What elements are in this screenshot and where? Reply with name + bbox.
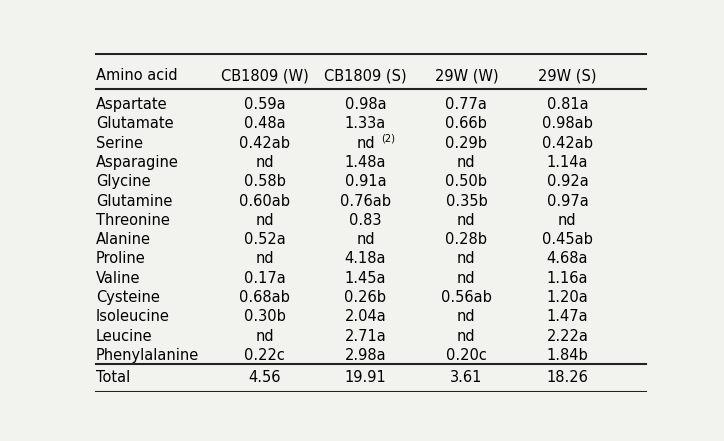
Text: 0.76ab: 0.76ab xyxy=(340,194,391,209)
Text: 3.61: 3.61 xyxy=(450,370,483,385)
Text: 0.68ab: 0.68ab xyxy=(239,290,290,305)
Text: 0.26b: 0.26b xyxy=(345,290,387,305)
Text: 0.77a: 0.77a xyxy=(445,97,487,112)
Text: 0.45ab: 0.45ab xyxy=(542,232,593,247)
Text: 2.98a: 2.98a xyxy=(345,348,386,363)
Text: 29W (W): 29W (W) xyxy=(434,68,498,83)
Text: 2.04a: 2.04a xyxy=(345,309,387,324)
Text: 0.17a: 0.17a xyxy=(243,271,285,286)
Text: nd: nd xyxy=(457,309,476,324)
Text: 0.66b: 0.66b xyxy=(445,116,487,131)
Text: CB1809 (W): CB1809 (W) xyxy=(221,68,308,83)
Text: 1.84b: 1.84b xyxy=(547,348,589,363)
Text: nd: nd xyxy=(457,155,476,170)
Text: 1.20a: 1.20a xyxy=(547,290,589,305)
Text: 0.22c: 0.22c xyxy=(244,348,285,363)
Text: 0.52a: 0.52a xyxy=(243,232,285,247)
Text: nd: nd xyxy=(457,271,476,286)
Text: 0.97a: 0.97a xyxy=(547,194,589,209)
Text: 1.33a: 1.33a xyxy=(345,116,386,131)
Text: 0.92a: 0.92a xyxy=(547,174,589,189)
Text: nd: nd xyxy=(558,213,577,228)
Text: nd: nd xyxy=(457,329,476,344)
Text: Phenylalanine: Phenylalanine xyxy=(96,348,199,363)
Text: Glutamate: Glutamate xyxy=(96,116,174,131)
Text: 4.68a: 4.68a xyxy=(547,251,588,266)
Text: Amino acid: Amino acid xyxy=(96,68,177,83)
Text: 1.14a: 1.14a xyxy=(547,155,588,170)
Text: 0.81a: 0.81a xyxy=(547,97,588,112)
Text: Serine: Serine xyxy=(96,136,143,151)
Text: 2.22a: 2.22a xyxy=(547,329,589,344)
Text: nd: nd xyxy=(255,329,274,344)
Text: Cysteine: Cysteine xyxy=(96,290,160,305)
Text: 0.20c: 0.20c xyxy=(446,348,487,363)
Text: 0.59a: 0.59a xyxy=(244,97,285,112)
Text: 0.60ab: 0.60ab xyxy=(239,194,290,209)
Text: Glycine: Glycine xyxy=(96,174,151,189)
Text: 0.48a: 0.48a xyxy=(244,116,285,131)
Text: Alanine: Alanine xyxy=(96,232,151,247)
Text: 0.35b: 0.35b xyxy=(445,194,487,209)
Text: 0.28b: 0.28b xyxy=(445,232,487,247)
Text: Proline: Proline xyxy=(96,251,146,266)
Text: Leucine: Leucine xyxy=(96,329,153,344)
Text: Threonine: Threonine xyxy=(96,213,170,228)
Text: nd: nd xyxy=(356,232,375,247)
Text: 18.26: 18.26 xyxy=(547,370,589,385)
Text: nd: nd xyxy=(255,213,274,228)
Text: nd: nd xyxy=(457,251,476,266)
Text: Glutamine: Glutamine xyxy=(96,194,172,209)
Text: Aspartate: Aspartate xyxy=(96,97,168,112)
Text: 4.18a: 4.18a xyxy=(345,251,386,266)
Text: Total: Total xyxy=(96,370,130,385)
Text: 0.98ab: 0.98ab xyxy=(542,116,593,131)
Text: nd: nd xyxy=(457,213,476,228)
Text: 0.83: 0.83 xyxy=(349,213,382,228)
Text: 0.58b: 0.58b xyxy=(243,174,285,189)
Text: 0.30b: 0.30b xyxy=(243,309,285,324)
Text: nd: nd xyxy=(356,136,375,151)
Text: 0.91a: 0.91a xyxy=(345,174,386,189)
Text: nd: nd xyxy=(255,155,274,170)
Text: 29W (S): 29W (S) xyxy=(538,68,597,83)
Text: 0.42ab: 0.42ab xyxy=(239,136,290,151)
Text: 1.16a: 1.16a xyxy=(547,271,588,286)
Text: 1.48a: 1.48a xyxy=(345,155,386,170)
Text: 1.47a: 1.47a xyxy=(547,309,588,324)
Text: Valine: Valine xyxy=(96,271,140,286)
Text: 0.50b: 0.50b xyxy=(445,174,487,189)
Text: 0.29b: 0.29b xyxy=(445,136,487,151)
Text: Asparagine: Asparagine xyxy=(96,155,179,170)
Text: (2): (2) xyxy=(381,134,395,144)
Text: 4.56: 4.56 xyxy=(248,370,281,385)
Text: 2.71a: 2.71a xyxy=(345,329,387,344)
Text: Isoleucine: Isoleucine xyxy=(96,309,170,324)
Text: 0.56ab: 0.56ab xyxy=(441,290,492,305)
Text: 19.91: 19.91 xyxy=(345,370,387,385)
Text: CB1809 (S): CB1809 (S) xyxy=(324,68,407,83)
Text: 1.45a: 1.45a xyxy=(345,271,386,286)
Text: 0.42ab: 0.42ab xyxy=(542,136,593,151)
Text: 0.98a: 0.98a xyxy=(345,97,386,112)
Text: nd: nd xyxy=(255,251,274,266)
